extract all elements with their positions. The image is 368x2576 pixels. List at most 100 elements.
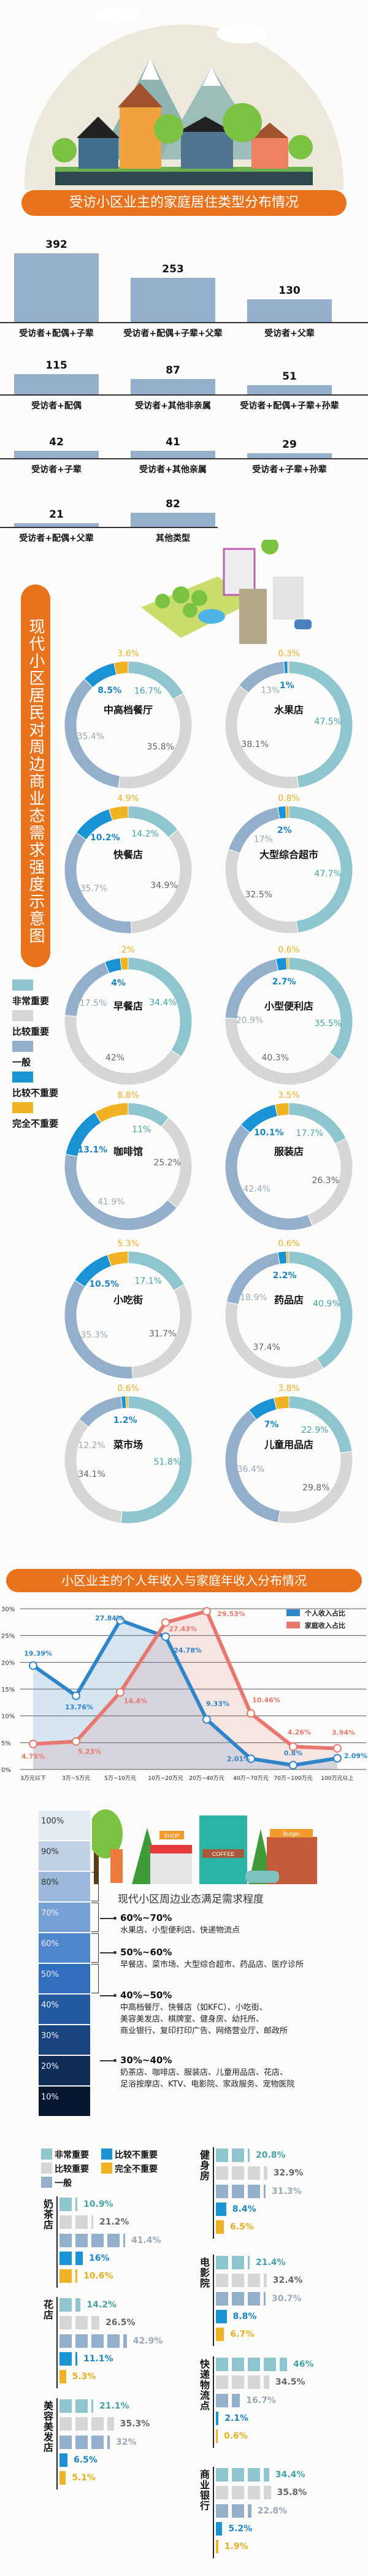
bar-value-label: 32%	[116, 2437, 137, 2447]
bar-square	[216, 2149, 228, 2162]
legend-label: 一般	[55, 2179, 72, 2188]
bar-square	[248, 2291, 260, 2306]
donut-svg	[64, 661, 353, 1524]
y-tick-label: 10%	[1, 1714, 15, 1720]
bar	[247, 453, 332, 458]
legend-label: 个人收入占比	[304, 1609, 345, 1617]
data-label: 2.09%	[344, 1752, 367, 1760]
bar-value: 130	[278, 284, 301, 297]
axis-line	[0, 527, 218, 528]
donut-value-label: 32.5%	[245, 889, 273, 900]
donut-value-label: 31.7%	[148, 1328, 177, 1339]
bar	[247, 385, 332, 394]
bar-square	[75, 2316, 88, 2330]
bar-remainder	[248, 2149, 250, 2162]
bracket	[91, 1933, 99, 1963]
axis-line	[0, 394, 368, 396]
donut-value-label: 0.6%	[117, 1384, 139, 1393]
connector	[100, 1995, 115, 1996]
axis-line	[0, 322, 368, 323]
donut-value-label: 13%	[261, 685, 280, 696]
bar-category: 受访者+其他非亲属	[135, 401, 211, 411]
bar-square	[248, 2486, 260, 2500]
bar-square	[248, 2184, 260, 2198]
bar-square	[107, 2233, 120, 2247]
bar-value: 51	[282, 370, 297, 383]
section-title-demand: 现代小区居民对周边商业态需求强度示意图	[21, 585, 50, 967]
bar	[131, 277, 215, 322]
donut-value-label: 4%	[111, 978, 126, 988]
bar-category: 受访者+子辈+孙辈	[252, 465, 327, 475]
series-line	[32, 1618, 338, 1768]
donut-value-label: 3.5%	[278, 1091, 300, 1100]
scale-segment: 100%	[39, 1811, 90, 1840]
donut-value-label: 7%	[264, 1419, 279, 1430]
data-point	[247, 1709, 255, 1718]
bar-square	[232, 2468, 244, 2482]
data-point	[116, 1688, 125, 1697]
shop-sign: SHOP	[164, 1833, 180, 1839]
bar-square	[216, 2166, 228, 2180]
bar-category: 受访者+子辈	[31, 465, 82, 475]
donut-value-label: 35.8%	[147, 742, 174, 753]
bar-square	[248, 2468, 260, 2482]
donut-value-label: 2%	[277, 826, 292, 836]
bar-square	[232, 2358, 244, 2371]
data-label: 27.84%	[95, 1614, 123, 1622]
legend-label: 比较不重要	[12, 1087, 59, 1098]
data-point	[116, 1616, 125, 1625]
connector	[100, 1952, 115, 1953]
section-title-household: 受访小区业主的家庭居住类型分布情况	[21, 190, 347, 216]
income-line-chart: 0% 5% 10% 15% 20% 25% 30% 3万元以下 3万~5万元 5万~10万元 10万…	[1, 1606, 367, 1782]
bar-square	[216, 2184, 228, 2198]
bar-remainder	[59, 2370, 66, 2384]
bar-square	[216, 2504, 228, 2518]
donut-value-label: 22.9%	[301, 1425, 329, 1435]
group-name: 商业银行	[199, 2469, 210, 2512]
bar-square	[75, 2334, 88, 2348]
donut-value-label: 35.4%	[77, 732, 105, 742]
x-tick-label: 10万~20万元	[148, 1776, 183, 1782]
bracket	[91, 1903, 99, 1932]
bar-value-label: 6.5%	[230, 2222, 254, 2233]
range-items: 早餐店、菜市场、大型综合超市、药品店、医疗诊所	[120, 1960, 304, 1969]
x-tick-label: 100万元以上	[321, 1775, 353, 1782]
donut-value-label: 26.3%	[312, 1175, 339, 1186]
data-label: 2.01%	[227, 1755, 250, 1763]
donut-segment	[120, 957, 129, 971]
bar-square	[232, 2504, 244, 2518]
bar-value-label: 8.4%	[232, 2204, 256, 2214]
donut-value-label: 17.7%	[296, 1128, 324, 1138]
scale-segment: 40%	[39, 1995, 90, 2024]
legend-label: 非常重要	[55, 2150, 89, 2160]
bar-remainder	[91, 2215, 93, 2229]
bar-square	[248, 2274, 260, 2288]
bar-value-label: 21.2%	[99, 2217, 129, 2228]
y-tick-label: 5%	[1, 1740, 11, 1747]
bullet	[113, 1917, 117, 1920]
legend-label: 家庭收入占比	[305, 1621, 345, 1630]
scale-segment: 30%	[39, 2025, 90, 2055]
range-heading: 50%~60%	[120, 1947, 172, 1958]
donut-value-label: 0.8%	[278, 794, 300, 803]
range-items: 美容美发店、棋牌室、健身房、幼托所、	[120, 2015, 264, 2024]
bar-value-label: 1.9%	[224, 2542, 248, 2552]
bar-value-label: 8.8%	[232, 2311, 257, 2321]
donut-value-label: 0.6%	[278, 1239, 300, 1249]
data-label: 14.4%	[124, 1697, 147, 1705]
legend-label: 完全不重要	[115, 2164, 158, 2174]
donut-segment	[125, 1395, 129, 1409]
donut-segment	[108, 805, 129, 821]
donut-center-name: 小吃街	[113, 1294, 143, 1306]
donut-center-name: 药品店	[274, 1294, 304, 1306]
donut-segment	[107, 1251, 129, 1267]
bar-value-label: 16.7%	[246, 2395, 276, 2405]
section-title-income: 小区业主的个人年收入与家庭年收入分布情况	[6, 1569, 362, 1592]
donut-value-label: 3.6%	[117, 649, 139, 659]
donut-value-label: 41.9%	[97, 1197, 125, 1207]
scale-segment: 20%	[39, 2056, 90, 2085]
bar-square	[75, 2233, 88, 2247]
bar-square	[59, 2269, 72, 2283]
donut-value-label: 42%	[105, 1053, 125, 1064]
legend-swatch	[101, 2149, 112, 2160]
